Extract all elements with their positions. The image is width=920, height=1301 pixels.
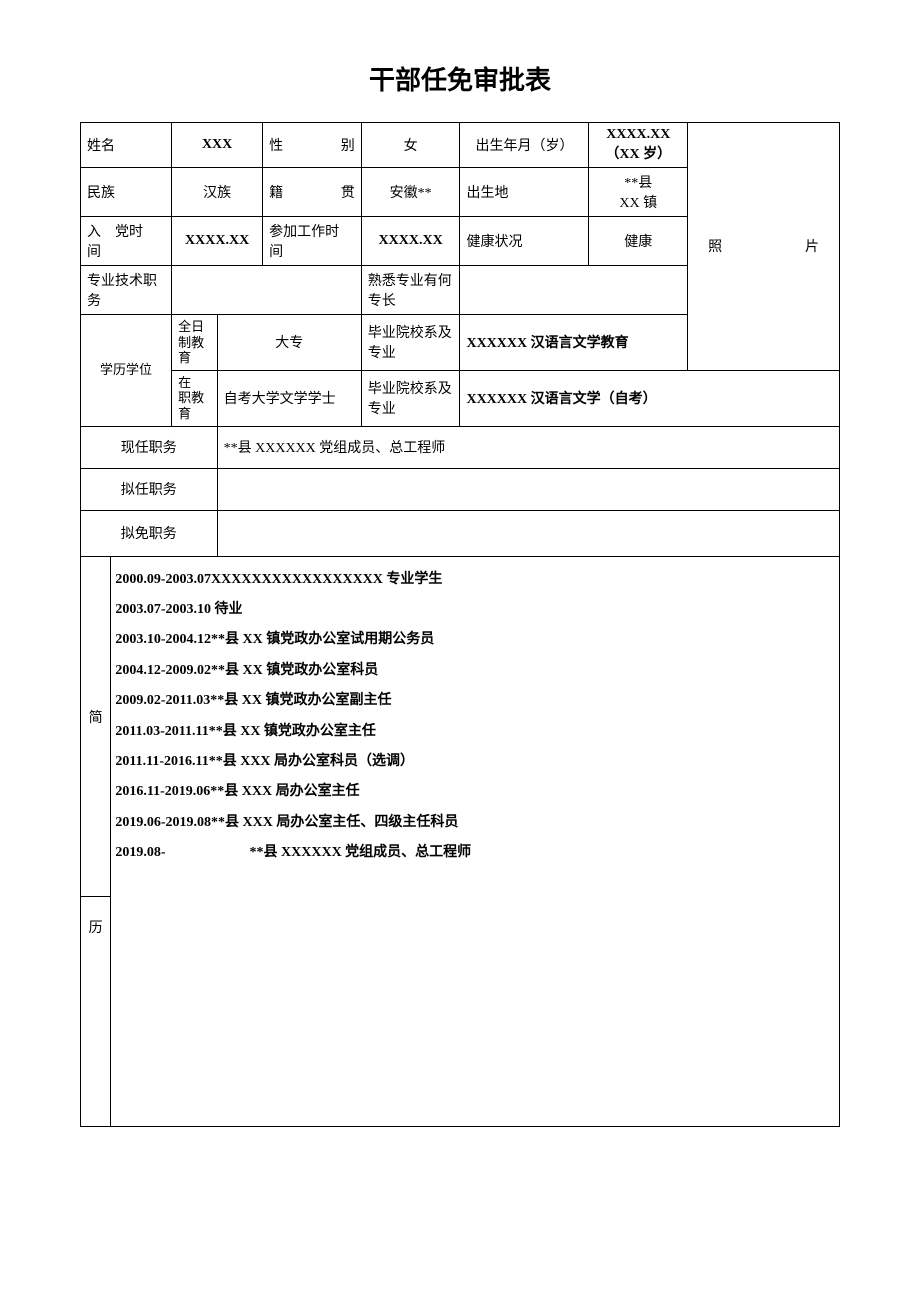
resume-line: 2003.10-2004.12**县 XX 镇党政办公室试用期公务员 <box>115 629 835 651</box>
value-tech-title <box>172 266 362 315</box>
value-party-time: XXXX.XX <box>172 217 263 266</box>
label-birth: 出生年月（岁） <box>460 123 589 168</box>
label-grad-school-1: 毕业院校系及专业 <box>361 315 460 371</box>
value-health: 健康 <box>589 217 688 266</box>
value-work-time: XXXX.XX <box>361 217 460 266</box>
value-gender: 女 <box>361 123 460 168</box>
resume-line: 2019.08- **县 XXXXXX 党组成员、总工程师 <box>115 842 835 864</box>
label-party-time: 入 党时 间 <box>81 217 172 266</box>
value-ethnic: 汉族 <box>172 168 263 217</box>
label-resume-top: 简 <box>81 556 111 896</box>
resume-line: 2000.09-2003.07XXXXXXXXXXXXXXXXX 专业学生 <box>115 569 835 591</box>
value-proposed-pos <box>217 468 839 510</box>
label-resume-bottom: 历 <box>81 896 111 1126</box>
form-title: 干部任免审批表 <box>80 60 840 97</box>
resume-content: 2000.09-2003.07XXXXXXXXXXXXXXXXX 专业学生 200… <box>111 556 840 1126</box>
resume-line: 2011.03-2011.11**县 XX 镇党政办公室主任 <box>115 721 835 743</box>
photo-placeholder: 照 片 <box>688 123 840 371</box>
resume-line: 2009.02-2011.03**县 XX 镇党政办公室副主任 <box>115 690 835 712</box>
value-parttime-school: XXXXXX 汉语言文学（自考） <box>460 370 840 426</box>
resume-line: 2003.07-2003.10 待业 <box>115 599 835 621</box>
label-gender: 性 别 <box>263 123 362 168</box>
resume-line: 2016.11-2019.06**县 XXX 局办公室主任 <box>115 781 835 803</box>
label-dismissed-pos: 拟免职务 <box>81 510 218 556</box>
label-ethnic: 民族 <box>81 168 172 217</box>
value-fulltime-degree: 大专 <box>217 315 361 371</box>
value-parttime-degree: 自考大学文学学士 <box>217 370 361 426</box>
label-birthplace: 出生地 <box>460 168 589 217</box>
value-dismissed-pos <box>217 510 839 556</box>
label-proposed-pos: 拟任职务 <box>81 468 218 510</box>
label-health: 健康状况 <box>460 217 589 266</box>
label-education: 学历学位 <box>81 315 172 427</box>
approval-form-table: 姓名 XXX 性 别 女 出生年月（岁） XXXX.XX（XX 岁） 照 片 民… <box>80 122 840 1127</box>
label-work-time: 参加工作时 间 <box>263 217 362 266</box>
label-tech-title: 专业技术职务 <box>81 266 172 315</box>
label-specialty: 熟悉专业有何专长 <box>361 266 460 315</box>
value-name: XXX <box>172 123 263 168</box>
label-native: 籍 贯 <box>263 168 362 217</box>
resume-line: 2011.11-2016.11**县 XXX 局办公室科员（选调） <box>115 751 835 773</box>
birthplace-line2: XX 镇 <box>595 192 681 212</box>
value-birthplace: **县 XX 镇 <box>589 168 688 217</box>
value-specialty <box>460 266 688 315</box>
label-parttime-edu: 在 职教 育 <box>172 370 218 426</box>
label-current-pos: 现任职务 <box>81 426 218 468</box>
label-fulltime-edu: 全日制教 育 <box>172 315 218 371</box>
resume-line: 2019.06-2019.08**县 XXX 局办公室主任、四级主任科员 <box>115 812 835 834</box>
resume-line: 2004.12-2009.02**县 XX 镇党政办公室科员 <box>115 660 835 682</box>
value-current-pos: **县 XXXXXX 党组成员、总工程师 <box>217 426 839 468</box>
value-birth: XXXX.XX（XX 岁） <box>589 123 688 168</box>
label-grad-school-2: 毕业院校系及专业 <box>361 370 460 426</box>
value-native: 安徽** <box>361 168 460 217</box>
value-fulltime-school: XXXXXX 汉语言文学教育 <box>460 315 688 371</box>
label-name: 姓名 <box>81 123 172 168</box>
birthplace-line1: **县 <box>595 172 681 192</box>
